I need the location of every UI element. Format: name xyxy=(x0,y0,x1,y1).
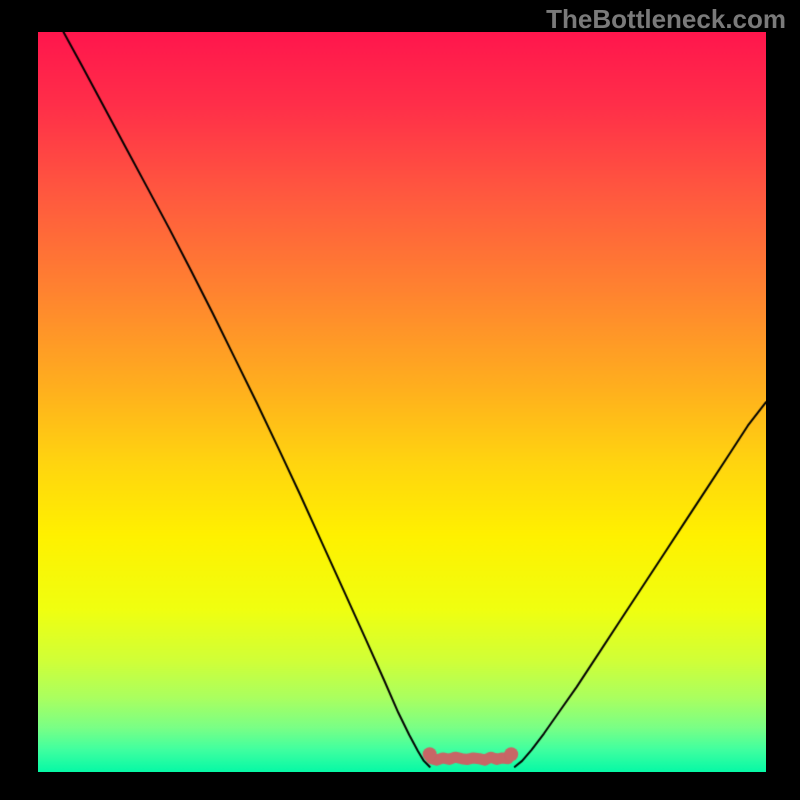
bottleneck-curve-chart xyxy=(38,32,766,772)
watermark-text: TheBottleneck.com xyxy=(546,4,786,35)
chart-container: TheBottleneck.com xyxy=(0,0,800,800)
